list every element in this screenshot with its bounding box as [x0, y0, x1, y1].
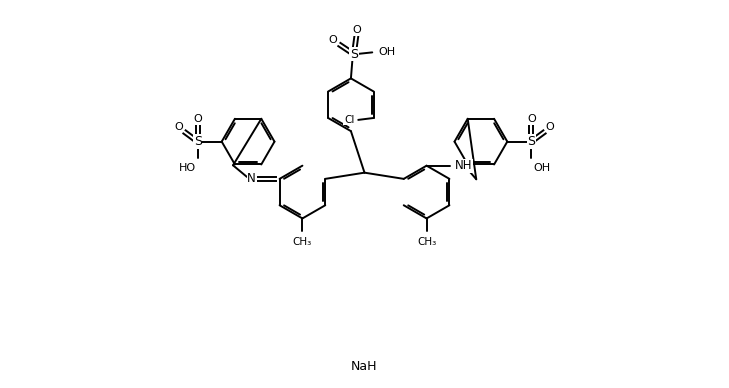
Text: O: O — [545, 122, 554, 132]
Text: S: S — [350, 48, 358, 61]
Text: O: O — [175, 122, 184, 132]
Text: O: O — [527, 114, 536, 124]
Text: CH₃: CH₃ — [417, 237, 436, 247]
Text: OH: OH — [534, 163, 550, 173]
Text: NH: NH — [454, 159, 472, 172]
Text: N: N — [247, 172, 256, 185]
Text: O: O — [329, 35, 338, 45]
Text: HO: HO — [179, 163, 195, 173]
Text: Cl: Cl — [344, 115, 354, 125]
Text: S: S — [527, 135, 535, 148]
Text: O: O — [193, 114, 202, 124]
Text: OH: OH — [378, 47, 396, 57]
Text: NaH: NaH — [351, 360, 378, 373]
Text: CH₃: CH₃ — [293, 237, 312, 247]
Text: O: O — [352, 25, 361, 35]
Text: S: S — [194, 135, 202, 148]
